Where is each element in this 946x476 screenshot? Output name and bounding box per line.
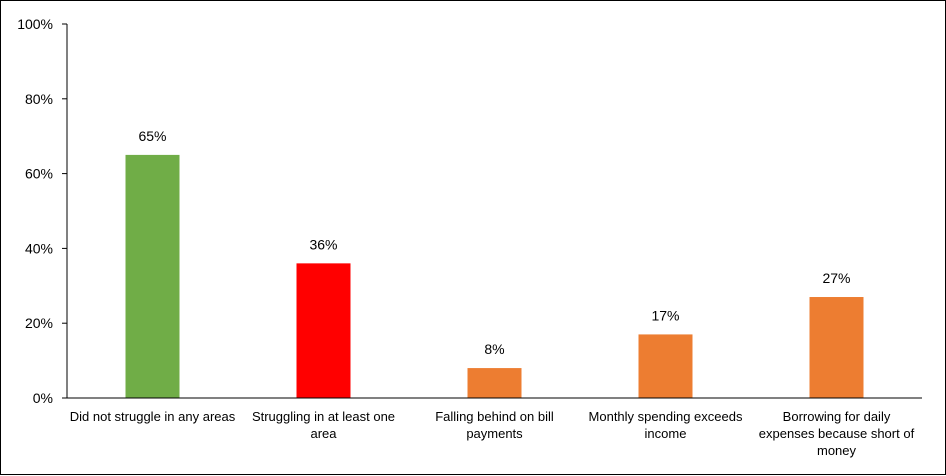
y-tick-label: 40% (25, 240, 53, 256)
y-tick-label: 20% (25, 315, 53, 331)
y-tick-label: 60% (25, 166, 53, 182)
bar (296, 263, 351, 398)
x-category-label: Borrowing for daily expenses because shor… (759, 409, 915, 458)
x-axis-categories: Did not struggle in any areas Struggling … (70, 409, 915, 458)
x-category-label: Monthly spending exceeds income (589, 409, 743, 441)
bar (638, 334, 693, 398)
y-tick-label: 80% (25, 91, 53, 107)
bars (125, 154, 864, 398)
bar-value-label: 27% (822, 270, 850, 286)
bar-value-label: 36% (309, 236, 337, 252)
y-tick-label: 100% (17, 16, 53, 32)
y-tick-label: 0% (33, 390, 53, 406)
bar (125, 154, 180, 398)
data-labels: 65% 36% 8% 17% 27% (138, 128, 850, 357)
x-category-label: Struggling in at least one area (252, 409, 395, 441)
bar (467, 368, 522, 398)
y-axis: 0% 20% 40% 60% 80% 100% (17, 16, 67, 406)
x-category-label: Falling behind on bill payments (435, 409, 554, 441)
x-category-label: Did not struggle in any areas (70, 409, 236, 424)
bar-value-label: 65% (138, 128, 166, 144)
bar-value-label: 8% (484, 341, 504, 357)
bar (809, 297, 864, 398)
bar-value-label: 17% (651, 307, 679, 323)
